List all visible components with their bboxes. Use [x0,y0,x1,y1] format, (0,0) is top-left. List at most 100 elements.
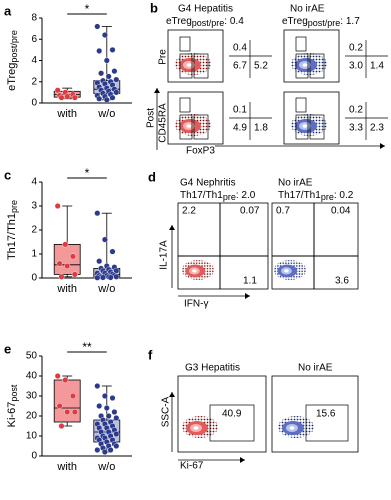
data-point [94,383,101,390]
metric-name: Th17/Th1 [180,190,223,201]
data-point [99,274,106,281]
y-label-main: Ki-67 [6,402,18,428]
y-tick-label: 10 [26,431,38,442]
data-point [71,271,78,278]
y-tick-label: 0 [31,451,37,462]
panel-label: b [150,0,158,15]
data-point [109,248,116,255]
quadrant-value: 3.6 [335,276,349,287]
metric-name: Th17/Th1 [278,190,321,201]
panel-b: b G4 Hepatitis eTregpost/pre: 0.4 No irA… [146,0,388,157]
y-axis-label: eTregpost/pre [6,30,19,91]
panel-d: d G4 Nephritis Th17/Th1pre: 2.0 No irAE … [148,169,359,310]
data-point [56,403,63,410]
data-point [113,431,120,438]
data-point [113,415,120,422]
data-point [56,260,63,267]
metric-name: eTreg [282,16,308,27]
y-axis-label: CD45RA [158,103,169,143]
data-point [96,258,103,265]
data-point [54,87,61,94]
panel-label: d [148,169,156,184]
panel-label: e [4,341,11,356]
flow-plot [283,29,340,83]
gate-value: 40.9 [222,409,242,420]
panel-f: f G3 Hepatitis No irAE 40.9 15.6 SSC-A K… [148,347,359,472]
gate-value: 3.3 [349,123,363,134]
y-axis-label: Th17/Th1pre [6,200,19,260]
y-tick-label: 40 [26,371,38,382]
y-tick-label: 0 [31,273,37,284]
box [53,379,81,423]
quadrant-value: 2.2 [182,206,196,217]
data-point [103,57,110,64]
metric: Th17/Th1pre: 0.2 [278,190,354,203]
data-point [103,405,110,412]
x-axis-label: Ki-67 [180,461,204,472]
data-point [54,202,61,209]
data-point [96,47,103,54]
y-tick-label: 30 [26,391,38,402]
x-tick-label: with [56,461,77,473]
flow-plot [177,375,267,453]
metric-name: eTreg [166,16,192,27]
y-tick-label: 4 [31,55,37,66]
data-point [107,274,114,281]
row-label: Post [146,108,157,128]
data-point [64,93,71,100]
gate-value: 4.9 [233,123,247,134]
gate-value: 15.6 [316,409,336,420]
data-point [94,210,101,217]
data-point [101,449,108,456]
flow-plot [283,91,340,145]
data-point [58,273,65,280]
data-point [69,253,76,260]
y-label-sub: post [9,384,19,402]
column-title: No irAE [298,363,333,374]
y-tick-label: 3 [31,201,37,212]
gate-value: 1.8 [254,123,268,134]
data-point [71,409,78,416]
x-axis-label: IFN-γ [184,299,208,310]
gate-value: 0.1 [233,105,247,116]
metric-sub: pre [223,192,236,202]
metric-sub: pre [321,192,334,202]
gate-value: 1.4 [370,61,384,72]
metric-value: : 2.0 [236,190,256,201]
data-point [101,32,108,39]
metric-sub: post/pre [192,18,225,28]
y-label-main: Th17/Th1 [6,213,18,260]
data-point [54,373,61,380]
x-tick-label: with [56,108,77,120]
quadrant-value: 0.04 [331,206,351,217]
panel-label: c [4,167,11,182]
data-point [64,263,71,270]
metric-value: : 1.7 [340,16,360,27]
y-tick-label: 0 [31,98,37,109]
data-point [71,94,78,101]
y-label-sub: pre [9,200,19,213]
significance: * [85,166,90,180]
y-tick-label: 4 [31,177,37,188]
gate-value: 0.2 [349,105,363,116]
y-tick-label: 1 [31,249,37,260]
data-point [113,443,120,450]
gate-value: 3.0 [349,61,363,72]
metric: eTregpost/pre: 0.4 [166,16,244,29]
flow-plot [167,29,224,83]
data-point [109,94,116,101]
x-tick-label: w/o [97,108,115,120]
data-point [113,76,120,83]
gate-table-lines [229,40,388,140]
data-point [107,447,114,454]
y-tick-label: 2 [31,76,37,87]
gate-value: 0.2 [349,43,363,54]
metric: Th17/Th1pre: 2.0 [180,190,256,203]
data-point [101,236,108,243]
y-axis-label: Ki-67post [6,384,19,427]
x-axis-label: FoxP3 [186,146,215,157]
gate-value: 0.4 [233,43,247,54]
y-tick-label: 6 [31,34,37,45]
x-tick-label: w/o [97,461,115,473]
